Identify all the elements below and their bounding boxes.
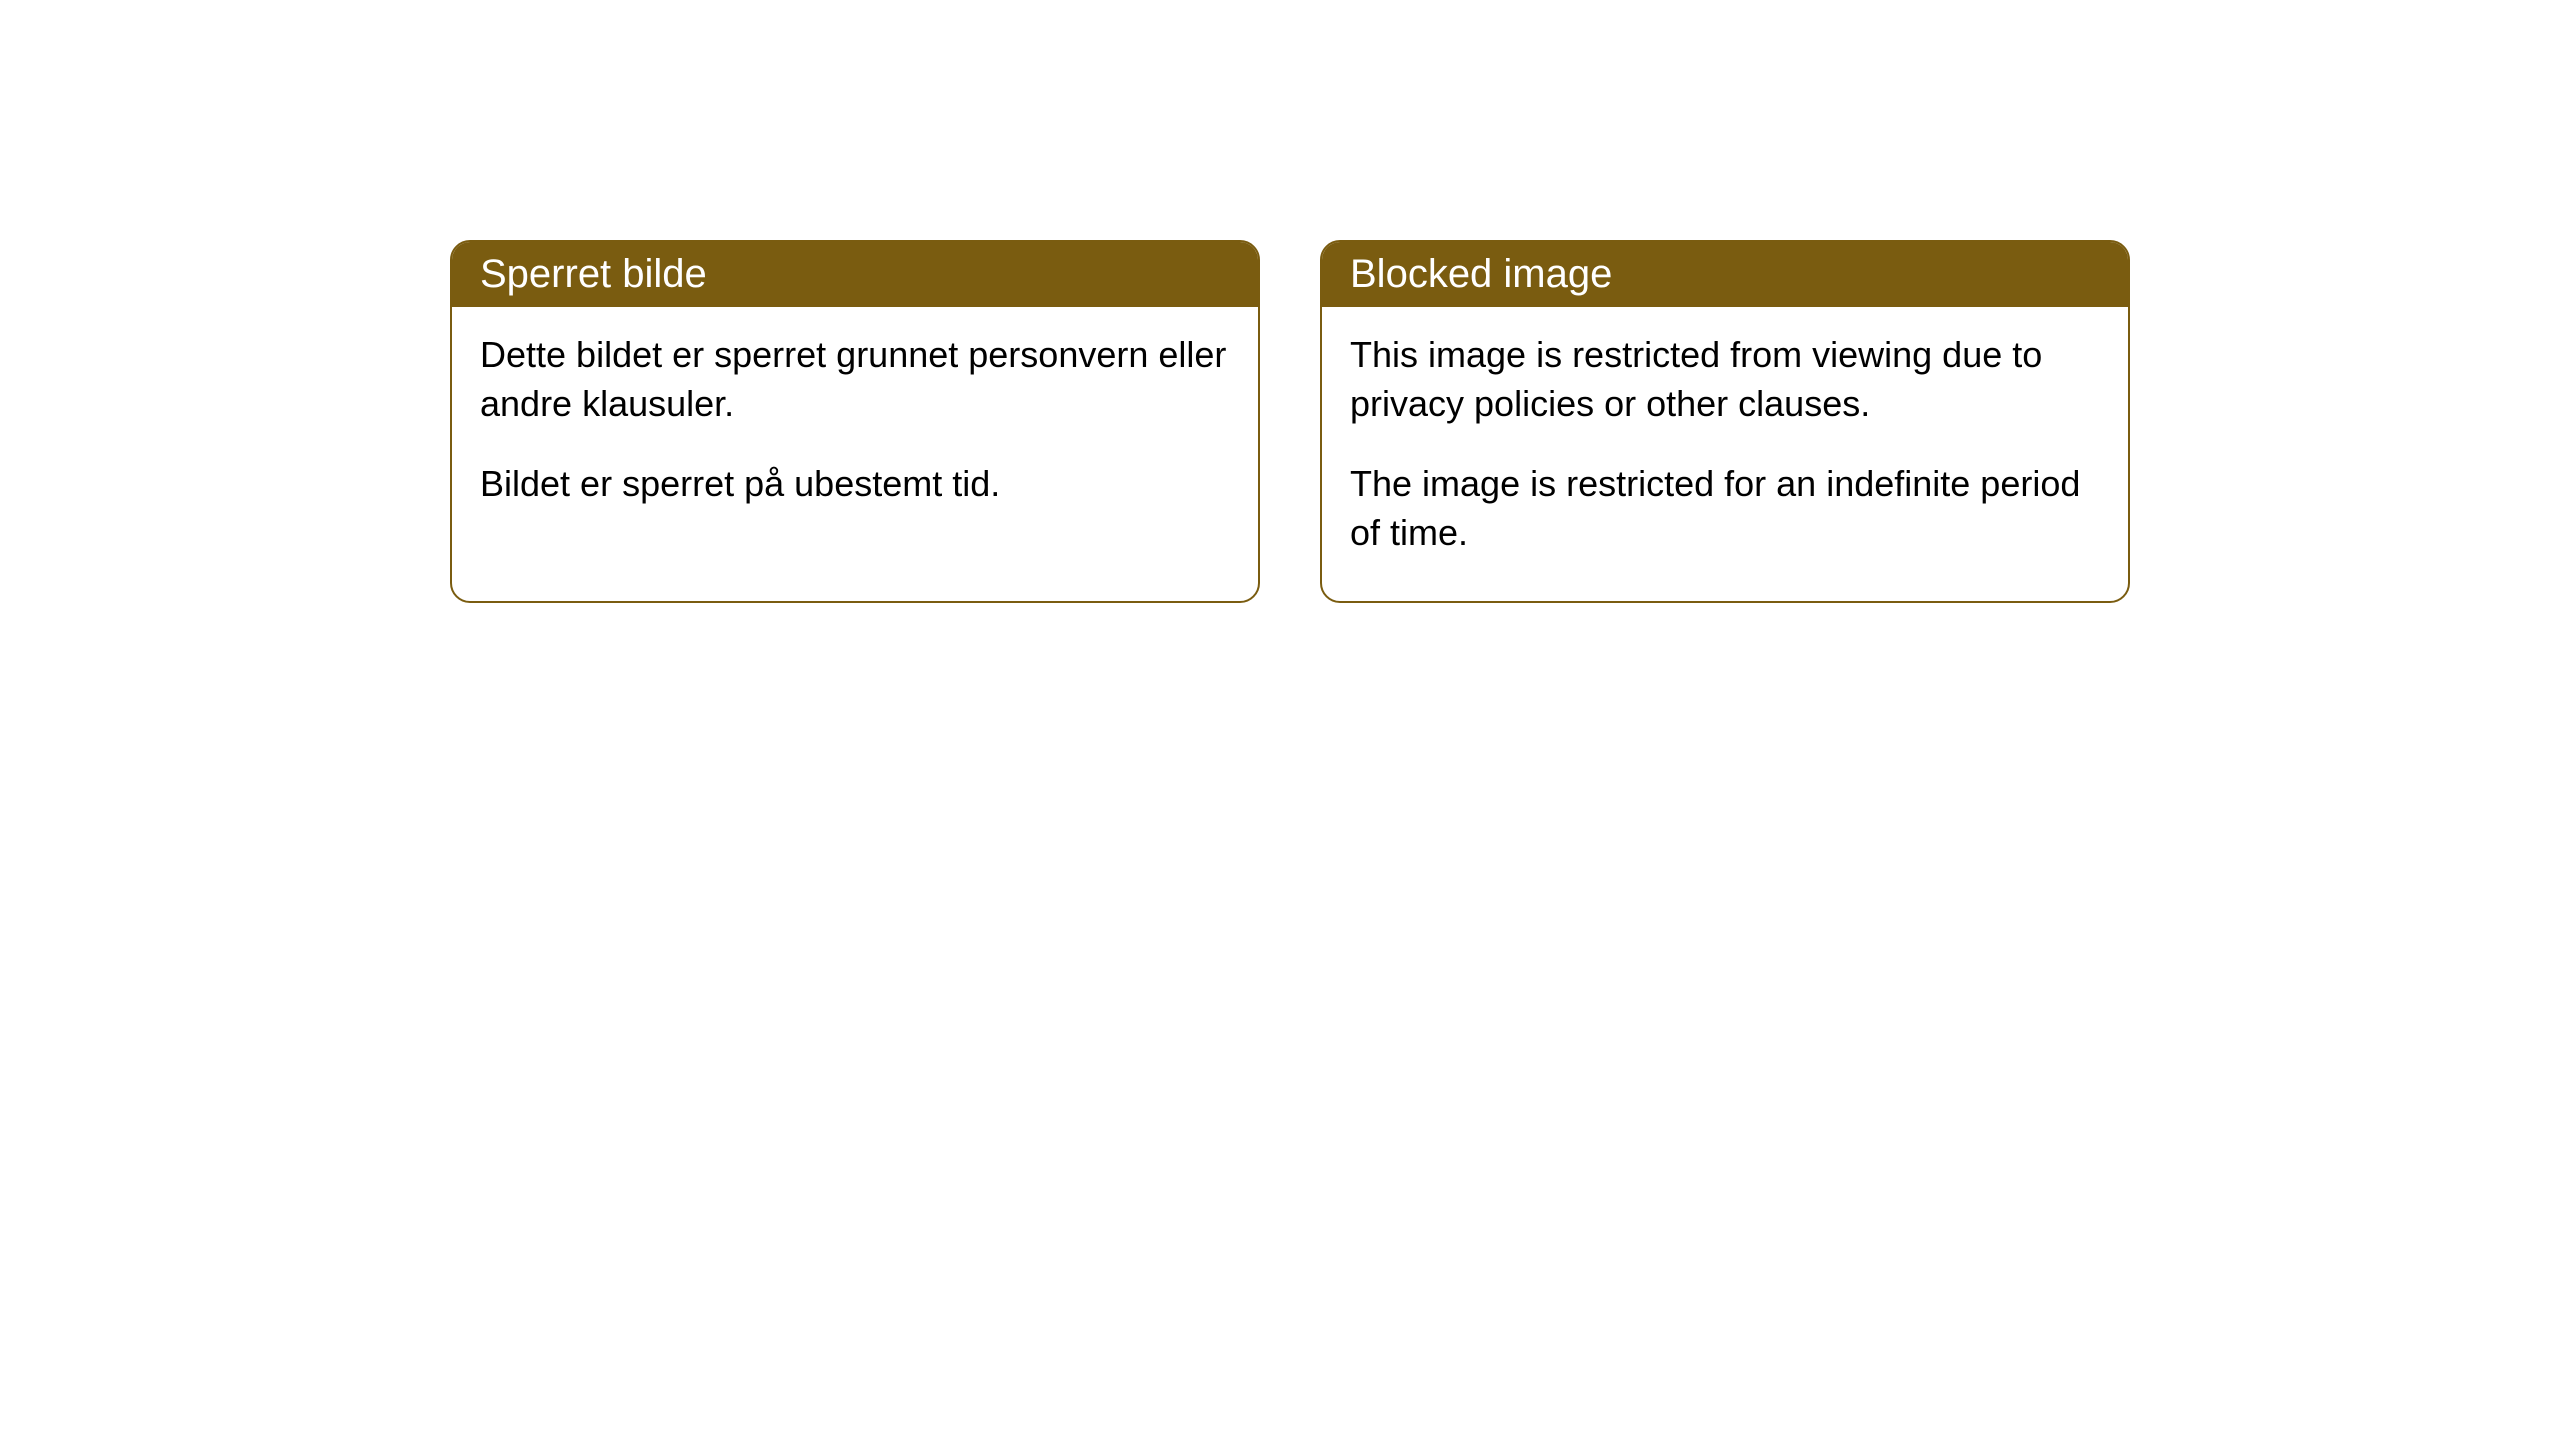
cards-container: Sperret bilde Dette bildet er sperret gr… xyxy=(450,240,2130,603)
card-english: Blocked image This image is restricted f… xyxy=(1320,240,2130,603)
card-body-norwegian: Dette bildet er sperret grunnet personve… xyxy=(452,307,1258,553)
card-paragraph-1: Dette bildet er sperret grunnet personve… xyxy=(480,331,1230,428)
card-body-english: This image is restricted from viewing du… xyxy=(1322,307,2128,601)
card-header-english: Blocked image xyxy=(1322,242,2128,307)
card-paragraph-1: This image is restricted from viewing du… xyxy=(1350,331,2100,428)
card-paragraph-2: The image is restricted for an indefinit… xyxy=(1350,460,2100,557)
card-norwegian: Sperret bilde Dette bildet er sperret gr… xyxy=(450,240,1260,603)
card-header-norwegian: Sperret bilde xyxy=(452,242,1258,307)
card-paragraph-2: Bildet er sperret på ubestemt tid. xyxy=(480,460,1230,509)
